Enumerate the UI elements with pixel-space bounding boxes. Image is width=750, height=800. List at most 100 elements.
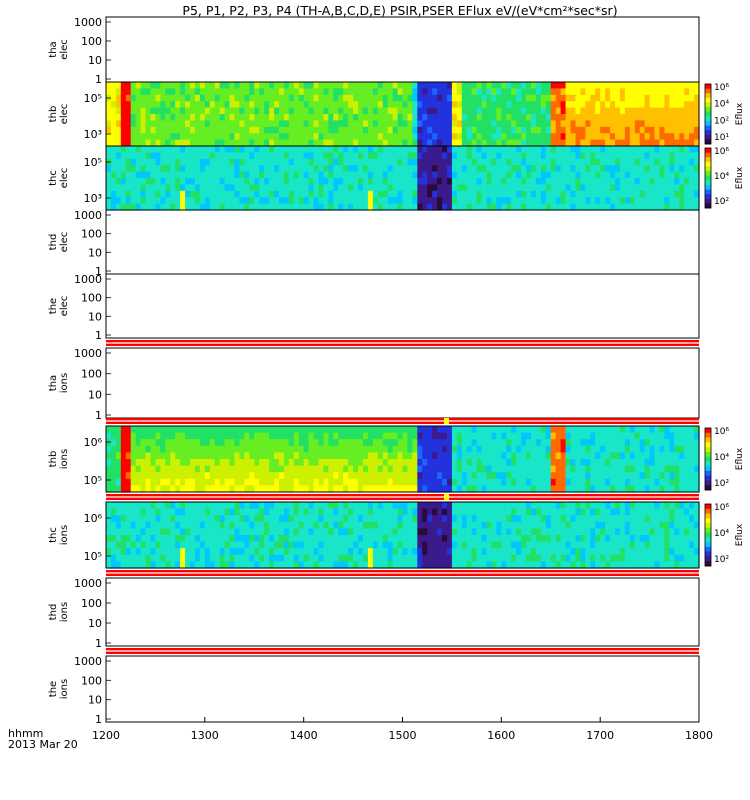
spectrogram-cell	[249, 171, 255, 179]
spectrogram-cell	[392, 203, 399, 211]
spectrogram-cell	[684, 502, 690, 510]
spectrogram-cell	[649, 126, 656, 134]
spectrogram-cell	[372, 133, 379, 141]
spectrogram-cell	[511, 478, 517, 486]
spectrogram-cell	[209, 107, 216, 115]
spectrogram-cell	[382, 515, 389, 523]
spectrogram-cell	[308, 165, 315, 173]
spectrogram-cell	[259, 439, 265, 447]
spectrogram-cell	[402, 178, 409, 185]
spectrogram-cell	[689, 133, 695, 141]
spectrogram-cell	[461, 445, 468, 453]
spectrogram-cell	[180, 439, 186, 447]
spectrogram-cell	[387, 426, 394, 434]
spectrogram-cell	[634, 459, 641, 467]
spectrogram-cell	[244, 478, 250, 486]
spectrogram-cell	[293, 178, 300, 185]
spectrogram-cell	[244, 452, 250, 460]
spectrogram-cell	[446, 452, 453, 460]
spectrogram-cell	[432, 165, 438, 173]
spectrogram-cell	[318, 541, 325, 549]
spectrogram-cell	[565, 541, 572, 549]
spectrogram-cell	[185, 133, 191, 141]
spectrogram-cell	[684, 184, 690, 192]
spectrogram-cell	[481, 439, 488, 447]
spectrogram-cell	[180, 561, 186, 569]
spectrogram-cell	[199, 554, 206, 562]
spectrogram-cell	[649, 485, 656, 493]
spectrogram-cell	[229, 139, 236, 147]
panel-probe-label: thc	[48, 527, 59, 543]
spectrogram-cell	[190, 521, 196, 529]
spectrogram-cell	[634, 197, 641, 205]
spectrogram-cell	[254, 94, 260, 102]
spectrogram-cell	[659, 107, 666, 115]
spectrogram-cell	[442, 535, 448, 543]
spectrogram-cell	[446, 94, 453, 102]
spectrogram-cell	[377, 548, 384, 556]
spectrogram-cell	[120, 88, 127, 96]
spectrogram-cell	[130, 184, 137, 192]
spectrogram-cell	[407, 548, 413, 556]
spectrogram-cell	[204, 445, 211, 453]
spectrogram-cell	[145, 528, 152, 536]
spectrogram-cell	[590, 146, 596, 153]
spectrogram-cell	[417, 472, 423, 480]
spectrogram-cell	[511, 508, 517, 516]
spectrogram-cell	[170, 88, 176, 96]
spectrogram-cell	[629, 459, 636, 467]
spectrogram-cell	[180, 152, 186, 160]
spectrogram-cell	[407, 107, 413, 115]
spectrogram-cell	[530, 88, 537, 96]
spectrogram-cell	[125, 485, 132, 493]
spectrogram-cell	[516, 171, 522, 179]
spectrogram-cell	[540, 152, 547, 160]
y-tick-label: 10⁵	[84, 92, 102, 105]
spectrogram-cell	[194, 94, 201, 102]
spectrogram-cell	[382, 158, 389, 166]
spectrogram-cell	[353, 114, 359, 121]
spectrogram-cell	[595, 459, 601, 467]
spectrogram-cell	[535, 452, 542, 460]
spectrogram-cell	[160, 459, 166, 467]
spectrogram-cell	[135, 152, 142, 160]
spectrogram-cell	[555, 554, 562, 562]
spectrogram-cell	[689, 472, 695, 480]
spectrogram-cell	[333, 541, 339, 549]
spectrogram-cell	[634, 184, 641, 192]
spectrogram-cell	[442, 94, 448, 102]
spectrogram-cell	[254, 139, 260, 147]
spectrogram-cell	[150, 107, 157, 115]
spectrogram-cell	[185, 88, 191, 96]
spectrogram-cell	[679, 459, 685, 467]
spectrogram-cell	[362, 426, 369, 434]
spectrogram-cell	[219, 426, 226, 434]
spectrogram-cell	[303, 139, 310, 147]
spectrogram-cell	[155, 472, 161, 480]
spectrogram-cell	[610, 548, 616, 556]
spectrogram-cell	[550, 88, 557, 96]
spectrogram-cell	[224, 508, 231, 516]
spectrogram-cell	[343, 508, 349, 516]
spectrogram-cell	[145, 107, 152, 115]
spectrogram-cell	[288, 133, 295, 141]
spectrogram-cell	[293, 465, 300, 473]
spectrogram-cell	[605, 178, 611, 185]
spectrogram-cell	[639, 120, 646, 128]
spectrogram-cell	[397, 197, 404, 205]
spectrogram-cell	[397, 528, 404, 536]
spectrogram-cell	[590, 521, 596, 529]
spectrogram-cell	[407, 554, 413, 562]
spectrogram-cell	[377, 171, 384, 179]
spectrogram-cell	[343, 114, 349, 121]
spectrogram-cell	[283, 561, 290, 569]
spectrogram-cell	[135, 120, 142, 128]
spectrogram-cell	[422, 515, 428, 523]
spectrogram-cell	[165, 203, 171, 211]
spectrogram-cell	[654, 548, 661, 556]
spectrogram-cell	[684, 535, 690, 543]
spectrogram-cell	[501, 82, 507, 89]
spectrogram-cell	[451, 107, 458, 115]
spectrogram-cell	[362, 165, 369, 173]
spectrogram-cell	[333, 535, 339, 543]
